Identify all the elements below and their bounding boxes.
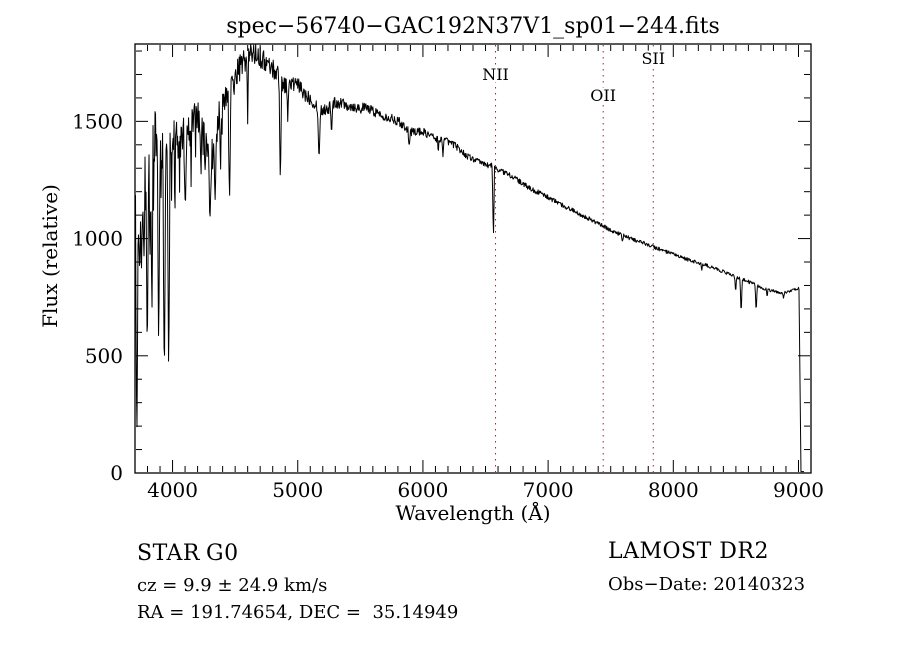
cz-value: cz = 9.9 ± 24.9 km/s <box>137 575 328 596</box>
y-axis-label: Flux (relative) <box>38 184 62 328</box>
y-tick-label: 1000 <box>72 227 123 251</box>
x-tick-label: 8000 <box>648 478 699 502</box>
x-tick-label: 9000 <box>773 478 824 502</box>
object-class-label: STAR <box>137 541 200 566</box>
x-tick-label: 7000 <box>523 478 574 502</box>
x-axis-label: Wavelength (Å) <box>395 500 550 525</box>
plot-title: spec−56740−GAC192N37V1_sp01−244.fits <box>226 14 720 39</box>
obs-date: Obs−Date: 20140323 <box>608 574 806 595</box>
survey-name: LAMOST DR2 <box>608 539 769 564</box>
y-tick-label: 500 <box>85 344 123 368</box>
plot-frame <box>134 43 812 474</box>
x-tick-label: 6000 <box>397 478 448 502</box>
marker-label-nii: NII <box>482 65 509 84</box>
object-subclass-label: G0 <box>206 541 239 566</box>
ra-dec-value: RA = 191.74654, DEC = 35.14949 <box>137 602 459 623</box>
marker-label-sii: SII <box>641 49 665 68</box>
x-tick-label: 4000 <box>147 478 198 502</box>
x-tick-label: 5000 <box>272 478 323 502</box>
spectral-line-labels: NII OII SII <box>480 47 667 107</box>
marker-label-oii: OII <box>590 86 616 105</box>
spectrum-line <box>134 43 804 473</box>
plot-axes: 4000 5000 6000 7000 8000 9000 0 500 1000 1500 <box>72 43 824 502</box>
y-tick-label: 1500 <box>72 109 123 133</box>
spectral-line-markers <box>495 45 654 472</box>
spectrum-trace <box>134 43 804 473</box>
y-tick-label: 0 <box>110 461 123 485</box>
